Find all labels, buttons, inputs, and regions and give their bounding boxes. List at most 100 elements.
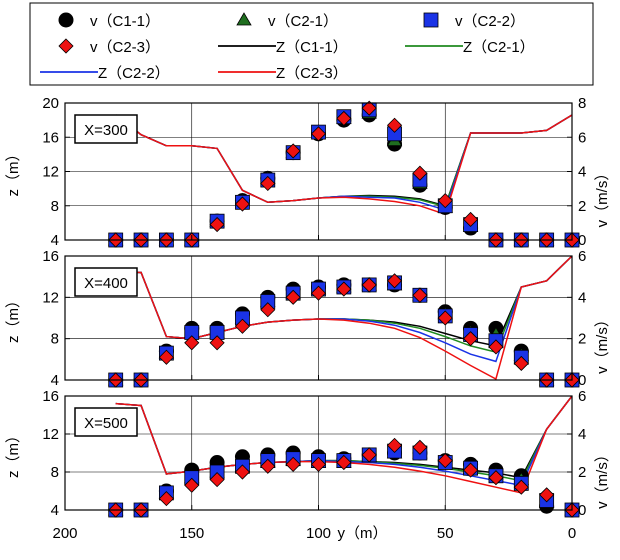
data-point	[310, 126, 327, 142]
y-right-tick-label: 0	[578, 232, 586, 249]
data-point	[386, 273, 403, 289]
data-point	[234, 196, 251, 212]
data-point	[310, 456, 327, 472]
panel: 4 8 12 16 0 2 4 6 z（m） v（m/s） X=500 200 150 100 50 0 y（m…	[5, 388, 611, 542]
data-point	[260, 302, 276, 318]
data-point	[412, 439, 428, 455]
data-point	[234, 318, 251, 334]
panel: 4 8 12 16 20 0 2 4 6 8 z（m） v（m/s） X=300	[5, 95, 611, 249]
y-right-tick-label: 4	[578, 289, 586, 306]
data-point	[463, 211, 479, 228]
y-right-tick-label: 6	[578, 248, 586, 265]
y-tick-label: 8	[51, 464, 59, 481]
data-point	[209, 335, 225, 351]
data-point	[260, 175, 276, 192]
data-point	[488, 470, 504, 486]
y-right-axis-label: v（m/s）	[594, 447, 611, 509]
data-point	[336, 281, 352, 297]
section-label: X=500	[84, 415, 128, 432]
legend-item: Z（C2-1）	[405, 39, 535, 56]
data-point	[412, 287, 428, 303]
y-tick-label: 12	[42, 426, 59, 443]
y-axis-label: z（m）	[5, 147, 22, 197]
x-tick-label: 100	[306, 525, 331, 542]
data-point	[412, 165, 428, 181]
y-tick-label: 16	[42, 129, 59, 146]
data-point	[158, 349, 174, 365]
data-point	[463, 331, 479, 347]
data-point	[361, 277, 377, 293]
legend-swatch	[58, 38, 74, 54]
x-axis-label: y（m）	[338, 525, 388, 542]
y-right-axis-label: v（m/s）	[594, 166, 611, 228]
data-point	[539, 487, 555, 503]
y-right-tick-label: 2	[578, 331, 586, 348]
data-point	[209, 217, 225, 233]
legend-item: Z（C1-1）	[218, 39, 348, 56]
x-tick-label: 200	[52, 525, 77, 542]
y-tick-label: 20	[42, 95, 59, 112]
legend-label: v（C2-1）	[268, 13, 338, 30]
legend-item: v（C2-2）	[423, 12, 525, 30]
legend-label: Z（C2-1）	[463, 39, 535, 56]
data-point	[463, 462, 479, 478]
y-tick-label: 8	[51, 198, 59, 215]
data-point	[209, 472, 225, 488]
data-point	[361, 100, 377, 116]
data-point	[285, 143, 301, 159]
data-point	[234, 464, 251, 480]
section-label-box	[74, 267, 138, 297]
data-point	[336, 110, 352, 126]
legend-item: v（C2-3）	[58, 38, 160, 56]
legend-item: v（C2-1）	[236, 12, 338, 30]
y-right-tick-label: 0	[578, 502, 586, 519]
y-tick-label: 12	[42, 164, 59, 181]
data-point	[361, 447, 377, 463]
y-axis-label: z（m）	[5, 293, 22, 343]
data-point	[386, 117, 403, 133]
x-tick-label: 150	[179, 525, 204, 542]
y-right-tick-label: 4	[578, 164, 586, 181]
legend-label: Z（C2-3）	[276, 65, 348, 82]
data-point	[158, 491, 174, 507]
data-point	[285, 456, 301, 472]
x-tick-label: 50	[437, 525, 454, 542]
y-right-tick-label: 4	[578, 426, 586, 443]
legend-label: v（C2-2）	[455, 13, 525, 30]
data-point	[184, 335, 200, 351]
y-tick-label: 16	[42, 248, 59, 265]
y-tick-label: 16	[42, 388, 59, 405]
section-label: X=400	[84, 275, 128, 292]
y-right-tick-label: 0	[578, 372, 586, 389]
legend-swatch	[58, 12, 74, 28]
y-axis-label: z（m）	[5, 428, 22, 478]
data-point	[184, 477, 200, 493]
data-point	[386, 437, 403, 453]
data-point	[336, 454, 352, 471]
section-label: X=300	[84, 122, 128, 139]
series-line	[115, 114, 572, 216]
legend-swatch	[423, 12, 439, 28]
y-right-tick-label: 2	[578, 198, 586, 215]
legend-box	[29, 2, 594, 86]
y-tick-label: 8	[51, 331, 59, 348]
legend: v（C1-1） v（C2-1） v（C2-2） v（C2-3） Z（C1-1） Z（C2-…	[29, 2, 594, 86]
data-point	[513, 479, 529, 495]
panel: 4 8 12 16 0 2 4 6 z（m） v（m/s） X=400	[5, 248, 611, 389]
data-point	[513, 355, 529, 372]
data-point	[260, 458, 276, 474]
y-right-tick-label: 8	[578, 95, 586, 112]
section-label-box	[74, 407, 138, 437]
data-point	[310, 285, 327, 301]
section-label-box	[74, 114, 138, 144]
legend-item: Z（C2-2）	[40, 65, 170, 82]
data-point	[437, 193, 453, 209]
y-right-tick-label: 6	[578, 129, 586, 146]
x-tick-label: 0	[568, 525, 576, 542]
legend-label: Z（C1-1）	[276, 39, 348, 56]
data-point	[437, 310, 453, 326]
legend-swatch	[236, 12, 252, 26]
legend-item: v（C1-1）	[58, 12, 160, 30]
